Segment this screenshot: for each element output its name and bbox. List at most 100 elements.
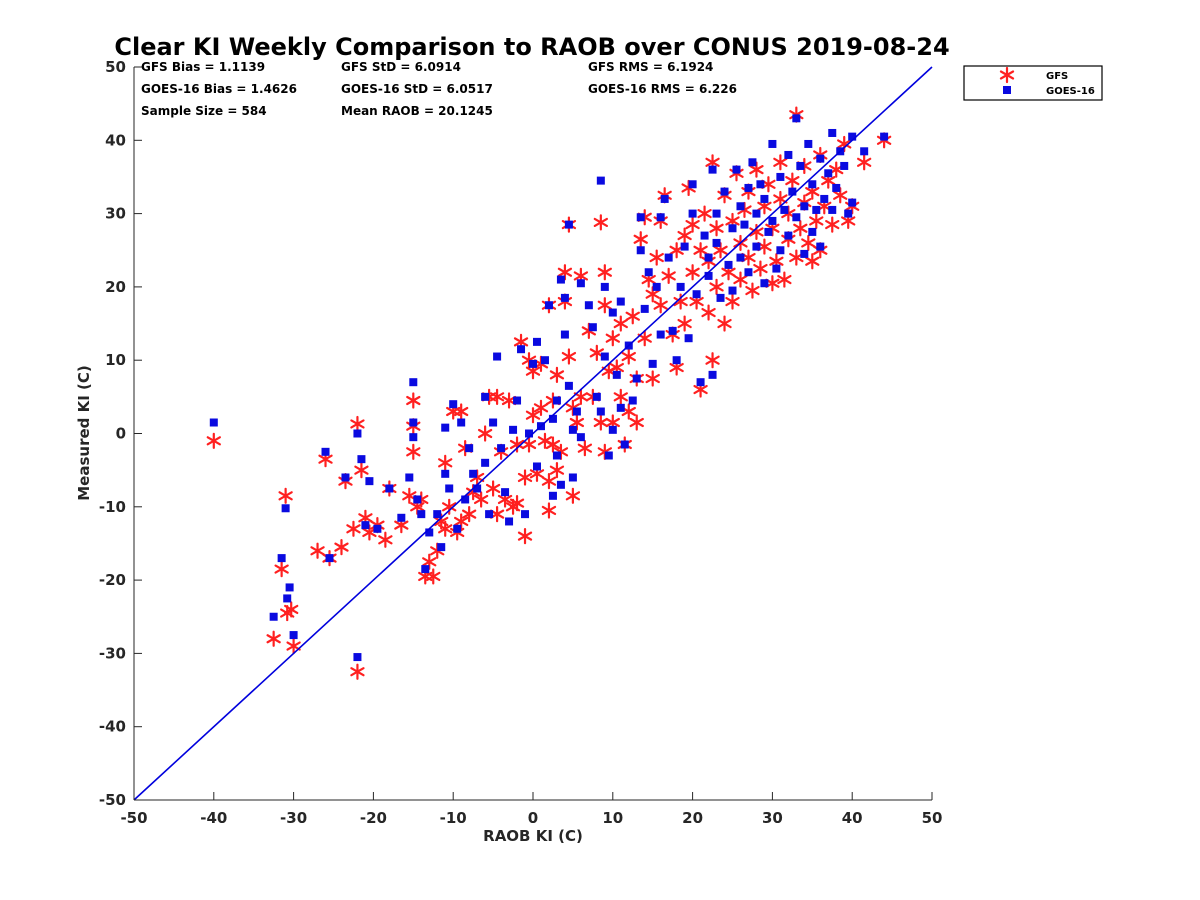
goes16-point	[608, 308, 617, 317]
gfs-point	[477, 425, 493, 442]
goes16-point	[800, 202, 809, 211]
gfs-point	[350, 663, 365, 680]
gfs-point	[354, 462, 369, 479]
gfs-point	[593, 214, 608, 231]
goes16-point	[788, 187, 797, 196]
goes16-point	[469, 469, 478, 478]
goes16-point	[616, 403, 625, 412]
gfs-point	[773, 154, 788, 171]
goes16-point	[644, 268, 653, 277]
goes16-point	[509, 425, 518, 434]
gfs-point	[777, 271, 792, 288]
goes16-point	[800, 249, 809, 258]
goes16-point	[736, 253, 745, 262]
gfs-point	[561, 348, 577, 365]
legend-goes-label: GOES-16	[1046, 86, 1095, 97]
goes16-point	[784, 150, 793, 159]
goes16-point	[596, 407, 605, 416]
gfs-point	[533, 399, 549, 416]
goes16-point	[808, 227, 817, 236]
gfs-point	[346, 520, 361, 537]
goes16-point	[548, 491, 557, 500]
goes16-point	[489, 418, 498, 427]
goes16-point	[720, 187, 729, 196]
goes16-point	[616, 297, 625, 306]
gfs-point	[545, 436, 561, 453]
goes16-point	[712, 238, 721, 247]
goes16-point	[361, 521, 370, 530]
goes16-point	[453, 524, 462, 533]
goes16-point	[792, 114, 801, 123]
gfs-point	[517, 469, 533, 486]
gfs-point	[709, 220, 724, 237]
gfs-point	[278, 487, 293, 504]
goes16-point	[760, 194, 769, 203]
goes16-point	[744, 268, 753, 277]
gfs-point	[274, 561, 289, 578]
goes16-point	[289, 631, 298, 640]
goes16-point	[808, 180, 817, 189]
goes16-point	[704, 271, 713, 280]
gfs-point	[677, 227, 692, 244]
goes16-point	[816, 154, 825, 163]
goes16-point	[445, 484, 454, 493]
x-tick-label: 30	[762, 809, 783, 827]
goes16-point	[708, 165, 717, 174]
gfs-point	[605, 330, 620, 347]
goes16-point	[712, 209, 721, 218]
goes16-point	[540, 356, 549, 365]
goes16-point	[421, 565, 430, 574]
goes16-point	[840, 161, 849, 170]
goes16-point	[636, 213, 645, 222]
goes16-point	[596, 176, 605, 185]
goes16-point	[532, 462, 541, 471]
goes16-point	[780, 205, 789, 214]
goes16-point	[461, 495, 470, 504]
x-tick-label: -30	[280, 809, 307, 827]
gfs-point	[489, 388, 505, 405]
goes16-point	[552, 451, 561, 460]
goes16-point	[481, 458, 490, 467]
goes16-point	[748, 158, 757, 167]
gfs-point	[438, 520, 453, 537]
gfs-point	[461, 506, 477, 523]
y-tick-label: -50	[99, 791, 126, 809]
gfs-point	[577, 440, 593, 457]
goes16-point	[544, 301, 553, 310]
goes16-point	[485, 510, 494, 519]
stat-gfs-bias: GFS Bias = 1.1139	[141, 60, 265, 74]
goes16-point	[656, 330, 665, 339]
gfs-point	[426, 568, 441, 585]
goes16-point	[365, 477, 374, 486]
goes16-point	[684, 334, 693, 343]
goes16-point	[680, 242, 689, 251]
gfs-point	[549, 366, 565, 383]
goes16-point	[768, 139, 777, 148]
gfs-point	[406, 443, 421, 460]
goes16-point	[732, 165, 741, 174]
goes16-point	[716, 293, 725, 302]
goes16-point	[612, 370, 621, 379]
goes16-point	[341, 473, 350, 482]
x-tick-label: 20	[682, 809, 703, 827]
goes16-point	[656, 213, 665, 222]
gfs-point	[621, 348, 636, 365]
y-tick-label: -30	[99, 644, 126, 662]
gfs-point	[378, 531, 393, 548]
goes16-point	[636, 246, 645, 255]
goes16-point	[860, 147, 869, 156]
legend-gfs-label: GFS	[1046, 71, 1068, 82]
gfs-point	[645, 370, 660, 387]
stat-sample-size: Sample Size = 584	[141, 104, 267, 118]
gfs-point	[509, 495, 525, 512]
goes16-point	[848, 132, 857, 141]
x-tick-label: 40	[842, 809, 863, 827]
y-tick-label: 20	[105, 278, 126, 296]
x-tick-label: -50	[120, 809, 147, 827]
y-tick-labels: -50 -40 -30 -20 -10 0 10 20 30 40 50	[99, 58, 126, 809]
goes16-point	[664, 253, 673, 262]
gfs-point	[625, 308, 640, 325]
goes16-point	[405, 473, 414, 482]
gfs-point	[773, 190, 788, 208]
gfs-point	[709, 278, 724, 295]
